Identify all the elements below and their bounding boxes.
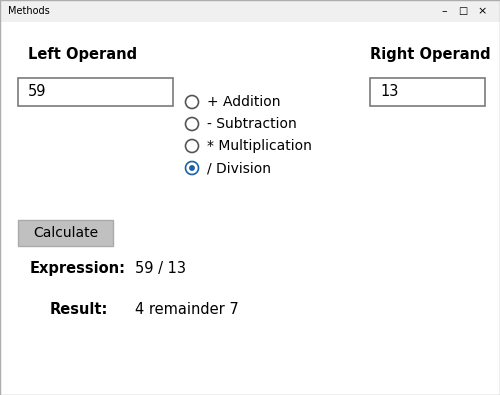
FancyBboxPatch shape [0, 22, 500, 395]
Text: 13: 13 [380, 85, 398, 100]
Text: 4 remainder 7: 4 remainder 7 [135, 303, 239, 318]
Text: Expression:: Expression: [30, 260, 126, 275]
FancyBboxPatch shape [18, 78, 173, 106]
Text: + Addition: + Addition [207, 95, 281, 109]
Text: Methods: Methods [8, 6, 50, 16]
Text: Left Operand: Left Operand [28, 47, 137, 62]
Text: * Multiplication: * Multiplication [207, 139, 312, 153]
Text: / Division: / Division [207, 161, 271, 175]
Text: - Subtraction: - Subtraction [207, 117, 297, 131]
Text: 59 / 13: 59 / 13 [135, 260, 186, 275]
Text: □: □ [458, 6, 468, 16]
Text: –: – [441, 6, 447, 16]
Circle shape [186, 96, 198, 109]
FancyBboxPatch shape [370, 78, 485, 106]
Text: ×: × [478, 6, 486, 16]
Text: Result:: Result: [50, 303, 108, 318]
Circle shape [189, 165, 195, 171]
Circle shape [186, 117, 198, 130]
Circle shape [186, 139, 198, 152]
Text: Right Operand: Right Operand [370, 47, 490, 62]
FancyBboxPatch shape [0, 0, 500, 22]
Text: 59: 59 [28, 85, 46, 100]
Text: Calculate: Calculate [33, 226, 98, 240]
FancyBboxPatch shape [18, 220, 113, 246]
Circle shape [186, 162, 198, 175]
